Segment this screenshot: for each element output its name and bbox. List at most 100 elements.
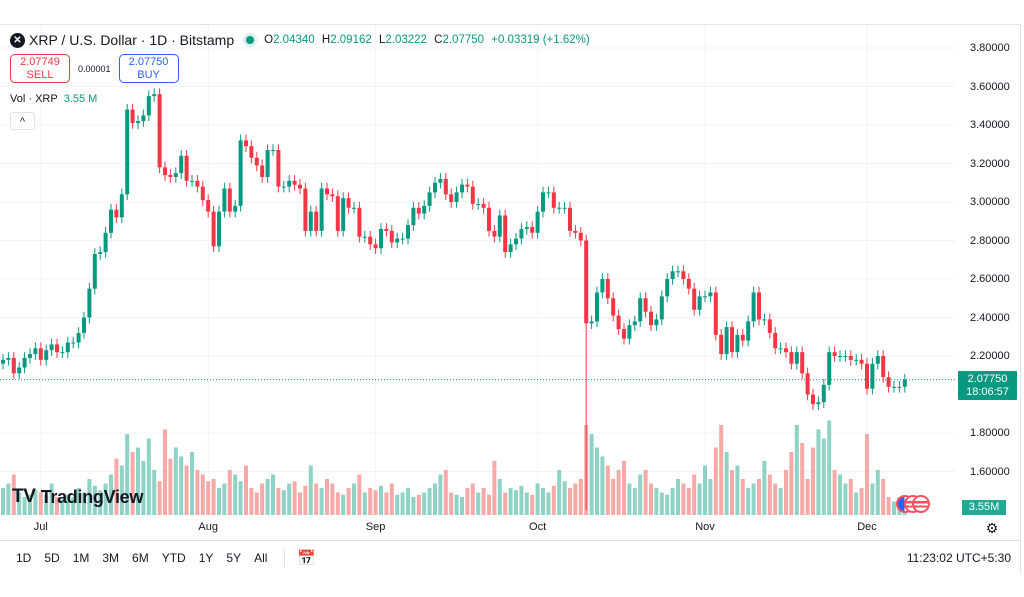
range-5y[interactable]: 5Y — [226, 550, 242, 565]
volume-bar — [11, 474, 16, 515]
candle-body — [389, 230, 394, 243]
candle-body — [859, 359, 864, 364]
range-5d[interactable]: 5D — [44, 550, 60, 565]
volume-bar — [195, 470, 200, 515]
volume-bar — [789, 452, 794, 515]
range-1y[interactable]: 1Y — [198, 550, 214, 565]
candle-body — [638, 298, 643, 322]
volume-bar — [357, 474, 362, 515]
close-value: 2.07750 — [442, 34, 485, 46]
volume-bar — [184, 465, 189, 515]
candle-body — [28, 354, 32, 358]
candle-body — [481, 203, 486, 208]
candle-body — [33, 348, 38, 355]
volume-bar — [843, 483, 848, 515]
volume-bar — [460, 497, 464, 515]
volume-bar — [470, 483, 475, 515]
candle-body — [454, 192, 459, 202]
candle-body — [811, 394, 815, 405]
us-flag-icon[interactable] — [912, 495, 930, 513]
candle-body — [627, 325, 632, 339]
candle-body — [789, 352, 794, 364]
candle-body — [11, 357, 16, 374]
candle-body — [751, 292, 756, 322]
volume-bar — [832, 470, 837, 515]
volume-bar — [568, 488, 572, 515]
economic-events-icons[interactable] — [896, 495, 930, 513]
volume-bar — [389, 483, 394, 515]
candle-body — [217, 211, 221, 247]
volume-bar — [271, 474, 275, 515]
buy-button[interactable]: 2.07750 BUY — [118, 54, 179, 83]
range-ytd[interactable]: YTD — [161, 550, 186, 565]
volume-bar — [87, 479, 92, 515]
candle-body — [875, 356, 880, 364]
volume-bar — [605, 465, 610, 515]
volume-bar — [190, 452, 194, 515]
volume-bar — [622, 461, 626, 515]
candle-body — [373, 244, 378, 249]
chart-settings-icon[interactable]: ⚙ — [985, 520, 999, 536]
volume-bar — [352, 483, 356, 515]
volume-bar — [281, 490, 286, 515]
sell-button[interactable]: 2.07749 SELL — [10, 54, 70, 83]
volume-bar — [800, 443, 805, 515]
volume-bar — [746, 488, 751, 515]
x-tick-label: Sep — [365, 521, 386, 533]
y-tick-label: 2.20000 — [970, 350, 1010, 362]
volume-bar — [141, 461, 146, 515]
collapse-legend-button[interactable]: ^ — [10, 112, 35, 130]
candle-body — [227, 188, 232, 212]
y-tick-label: 1.60000 — [970, 465, 1010, 478]
volume-bar — [503, 492, 508, 515]
range-all[interactable]: All — [254, 550, 268, 565]
volume-bar — [751, 483, 756, 515]
volume-bar — [859, 488, 864, 515]
candle-body — [44, 350, 49, 360]
volume-bar — [82, 492, 86, 515]
candle-body — [411, 207, 416, 226]
volume-bar — [38, 492, 43, 515]
candle-body — [49, 344, 54, 351]
symbol-title[interactable]: XRP / U.S. Dollar · 1D · Bitstamp — [29, 32, 235, 48]
volume-bar — [886, 497, 891, 515]
volume-bar — [98, 490, 103, 515]
volume-bar — [848, 479, 853, 515]
volume-bar — [200, 474, 205, 515]
range-6m[interactable]: 6M — [132, 550, 149, 565]
candle-body — [854, 359, 859, 361]
tradingview-logo[interactable]: TV TradingView — [12, 486, 144, 507]
volume-bar — [854, 492, 859, 515]
volume-bar — [33, 490, 38, 515]
volume-bar — [476, 492, 481, 515]
go-to-date-calendar-icon[interactable]: 📅 — [297, 549, 317, 567]
symbol-legend: ✕ XRP / U.S. Dollar · 1D · Bitstamp O2.0… — [10, 32, 594, 48]
candle-body — [886, 377, 891, 387]
volume-bar — [76, 488, 81, 515]
volume-bar — [146, 438, 151, 515]
volume-bar — [298, 492, 302, 515]
volume-bar — [22, 497, 27, 515]
range-1m[interactable]: 1M — [72, 550, 90, 565]
volume-bar — [703, 465, 707, 515]
candle-body — [319, 188, 324, 231]
range-3m[interactable]: 3M — [102, 550, 120, 565]
candle-body — [643, 298, 648, 312]
volume-bar — [265, 479, 270, 515]
candle-body — [416, 207, 421, 214]
y-tick-label: 2.80000 — [970, 234, 1010, 247]
candle-body — [449, 194, 454, 202]
clock-timezone[interactable]: 11:23:02 UTC+5:30 — [906, 550, 1011, 565]
volume-bar — [346, 488, 351, 515]
candle-body — [465, 184, 470, 187]
candle-body — [800, 352, 805, 374]
candle-body — [136, 121, 140, 124]
volume-bar — [865, 434, 869, 515]
candle-body — [303, 188, 308, 231]
volume-bar — [735, 465, 740, 515]
volume-bar — [103, 483, 108, 515]
volume-bar — [827, 420, 832, 515]
candle-body — [573, 230, 578, 233]
range-1d[interactable]: 1D — [16, 550, 32, 565]
